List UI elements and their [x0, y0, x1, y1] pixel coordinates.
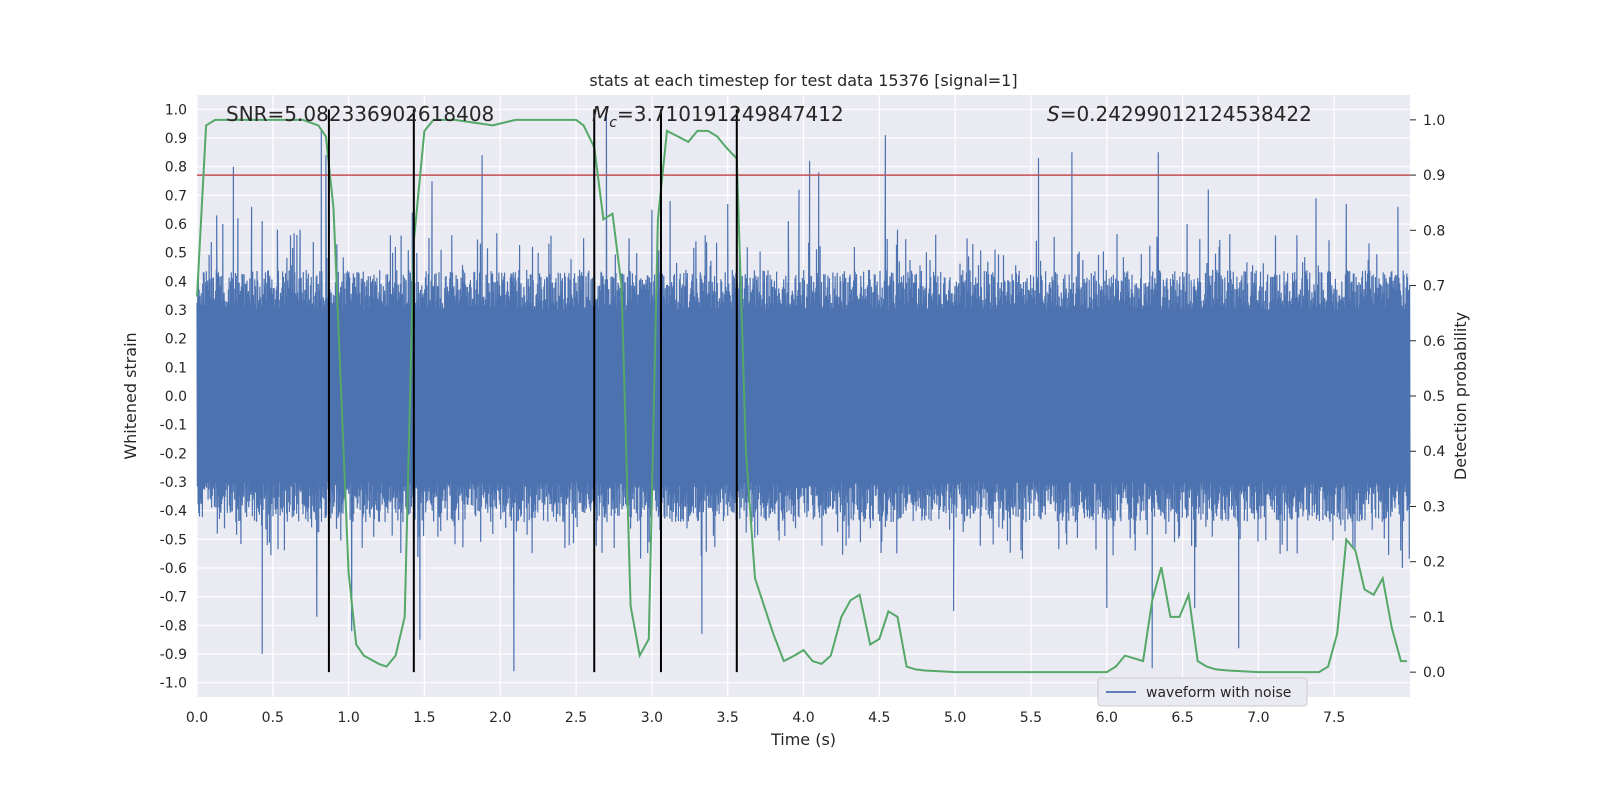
y2-tick-label: 0.2 — [1423, 555, 1445, 571]
x-tick-label: 3.0 — [641, 710, 663, 726]
x-tick-label: 3.5 — [717, 710, 739, 726]
y-tick-label: -0.1 — [160, 418, 187, 434]
x-tick-label: 1.5 — [413, 710, 435, 726]
s-value: =0.24299012124538422 — [1060, 102, 1312, 126]
mc-annotation: Mc=3.710191249847412 — [592, 102, 844, 131]
y-tick-label: -0.3 — [160, 475, 187, 491]
y-tick-label: -0.2 — [160, 446, 187, 462]
x-tick-label: 0.5 — [262, 710, 284, 726]
legend-label: waveform with noise — [1146, 685, 1291, 701]
x-tick-label: 4.5 — [868, 710, 890, 726]
x-tick-label: 7.5 — [1323, 710, 1345, 726]
x-tick-label: 1.0 — [337, 710, 359, 726]
y-tick-label: -0.7 — [160, 590, 187, 606]
y2-tick-label: 0.4 — [1423, 444, 1445, 460]
y-tick-label: 0.8 — [165, 160, 187, 176]
x-tick-label: 5.5 — [1020, 710, 1042, 726]
y-tick-label: 0.6 — [165, 217, 187, 233]
probability-series — [196, 118, 1407, 674]
y2-tick-label: 0.3 — [1423, 499, 1445, 515]
x-axis-label: Time (s) — [770, 730, 836, 749]
y2-tick-label: 0.6 — [1423, 334, 1445, 350]
x-tick-label: 7.0 — [1247, 710, 1269, 726]
s-annotation: S=0.24299012124538422 — [1047, 102, 1312, 126]
probability-line — [196, 118, 1407, 674]
y2-tick-label: 0.8 — [1423, 223, 1445, 239]
x-tick-label: 4.0 — [792, 710, 814, 726]
mc-subscript: c — [609, 115, 617, 131]
y-tick-label: -1.0 — [160, 676, 187, 692]
x-tick-label: 6.0 — [1096, 710, 1118, 726]
y2-tick-label: 0.7 — [1423, 279, 1445, 295]
chart-title: stats at each timestep for test data 153… — [589, 71, 1017, 90]
y-tick-label: 1.0 — [165, 102, 187, 118]
waveform-series — [196, 112, 1411, 672]
y-tick-label: -0.4 — [160, 504, 187, 520]
y-tick-label: 0.7 — [165, 188, 187, 204]
x-tick-label: 2.0 — [489, 710, 511, 726]
x-tick-label: 5.0 — [944, 710, 966, 726]
y2-tick-label: 0.1 — [1423, 610, 1445, 626]
snr-annotation: SNR=5.082336902618408 — [226, 102, 494, 126]
x-tick-label: 6.5 — [1171, 710, 1193, 726]
x-tick-label: 0.0 — [186, 710, 208, 726]
y-tick-label: 0.3 — [165, 303, 187, 319]
y-tick-label: 0.4 — [165, 274, 187, 290]
y-axis-label: Whitened strain — [121, 332, 140, 459]
y-tick-label: -0.9 — [160, 647, 187, 663]
y-tick-label: -0.5 — [160, 532, 187, 548]
vertical-markers — [327, 109, 738, 673]
y-tick-label: 0.1 — [165, 360, 187, 376]
y-tick-label: -0.6 — [160, 561, 187, 577]
y-tick-label: 0.0 — [165, 389, 187, 405]
waveform-line — [196, 112, 1411, 672]
ticks: 0.0 0.5 1.0 1.5 2.0 2.5 3.0 3.5 4.0 4.5 5.0 5.5 6.0 6… — [160, 102, 1446, 726]
s-symbol: S — [1047, 102, 1060, 126]
y2-tick-label: 0.5 — [1423, 389, 1445, 405]
y2-tick-label: 1.0 — [1423, 113, 1445, 129]
y-tick-label: -0.8 — [160, 618, 187, 634]
y2-axis-label: Detection probability — [1451, 312, 1470, 480]
y2-tick-label: 0.0 — [1423, 665, 1445, 681]
y2-tick-label: 0.9 — [1423, 168, 1445, 184]
mc-value: =3.710191249847412 — [617, 102, 844, 126]
y-tick-label: 0.5 — [165, 246, 187, 262]
mc-symbol: M — [592, 102, 609, 126]
legend-box — [1097, 677, 1308, 707]
y-tick-label: 0.2 — [165, 332, 187, 348]
x-tick-label: 2.5 — [565, 710, 587, 726]
y-tick-label: 0.9 — [165, 131, 187, 147]
legend: waveform with noise — [1097, 677, 1308, 707]
